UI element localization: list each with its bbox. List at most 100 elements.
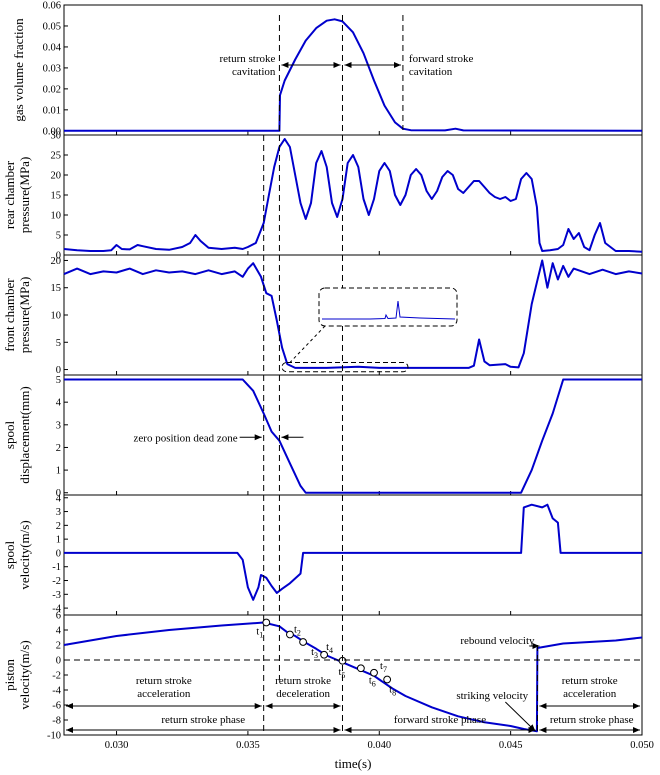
zoom-region-box: [281, 361, 409, 373]
marker-label-t5: t5: [338, 667, 345, 680]
y-tick-label: 20: [51, 256, 62, 267]
y-tick-label: 0.05: [43, 21, 61, 32]
label-return-phase: return stroke phase: [161, 714, 245, 726]
y-tick-label: 0.04: [43, 42, 62, 53]
y-tick-label: 0: [56, 656, 61, 667]
y-tick-label: 30: [51, 131, 62, 142]
y-tick-label: 0.01: [43, 105, 61, 116]
y-tick-label: -10: [47, 731, 61, 742]
series-line-gas: [64, 18, 643, 132]
y-tick-label: -4: [52, 604, 61, 615]
y-tick-label: -2: [52, 576, 61, 587]
y-axis-label: gas volume fraction: [11, 18, 26, 122]
panel-spool_vel: -4 -3 -2 -1 0 1 2 3 4 spoolvelocity(m/s): [2, 493, 643, 616]
panel-frame: [63, 4, 643, 136]
zoom-inset-line: [322, 300, 456, 320]
y-tick-label: 1: [56, 535, 61, 546]
y-tick-label: -2: [52, 671, 61, 682]
y-tick-label: 4: [56, 398, 62, 409]
y-tick-label: 2: [56, 641, 61, 652]
label-return-phase-2: return stroke phase: [550, 714, 634, 726]
label-forward-cavitation: forward stroke cavitation: [409, 53, 474, 78]
marker-t3: [299, 638, 307, 646]
y-tick-label: 0.06: [43, 1, 61, 12]
x-tick-label: 0.045: [499, 740, 523, 751]
x-tick-label: 0.040: [367, 740, 391, 751]
y-axis-label: spooldisplacement(mm): [2, 386, 32, 483]
marker-label-t2: t2: [294, 625, 301, 638]
y-axis-label: spoolvelocity(m/s): [2, 520, 32, 589]
label-return-acceleration: return stroke acceleration: [136, 675, 192, 700]
y-tick-label: 5: [56, 231, 61, 242]
x-tick-label: 0.050: [630, 740, 654, 751]
y-tick-label: -4: [52, 686, 61, 697]
y-tick-label: 3: [56, 507, 61, 518]
marker-t8: [383, 675, 392, 684]
y-tick-label: 0.00: [43, 126, 61, 137]
marker-label-t8: t8: [389, 685, 396, 698]
marker-t2: [286, 630, 294, 639]
marker-t4: [320, 650, 329, 659]
y-tick-label: 1: [56, 466, 61, 477]
label-return-deceleration: return stroke deceleration: [275, 675, 331, 700]
panel-piston_vel: -10 -8 -6 -4 -2 0 2 4 6 pistonvelocity(m/s) t1 t2 t3…: [2, 611, 643, 742]
label-return-cavitation: return stroke cavitation: [220, 53, 276, 78]
series-line-rear: [63, 138, 643, 253]
y-tick-label: 10: [51, 211, 62, 222]
y-tick-label: -1: [52, 562, 61, 573]
y-axis-label: front chamberpressure(MPa): [2, 277, 32, 354]
y-tick-label: 0.03: [43, 63, 61, 74]
panel-rear: 0 5 10 15 20 25 30 rear chamberpressure(MPa): [2, 131, 643, 262]
label-return-acceleration-2: return stroke acceleration: [562, 675, 618, 700]
zoom-inset-box: [318, 287, 458, 327]
x-tick-label: 0.035: [236, 740, 260, 751]
y-tick-label: 0: [56, 365, 61, 376]
y-tick-label: 20: [51, 171, 62, 182]
y-tick-label: 15: [51, 283, 62, 294]
y-tick-label: 2: [56, 521, 61, 532]
marker-t1: [262, 618, 271, 627]
y-tick-label: 5: [56, 338, 61, 349]
y-tick-label: 15: [51, 191, 62, 202]
marker-t6: [356, 664, 365, 673]
y-tick-label: 25: [51, 151, 62, 162]
y-tick-label: 0: [56, 251, 61, 262]
y-tick-label: -8: [52, 716, 61, 727]
y-tick-label: 0.02: [43, 84, 61, 95]
marker-label-t4: t4: [326, 642, 333, 655]
label-dead-zone: zero position dead zone: [134, 432, 238, 444]
y-axis-label: pistonvelocity(m/s): [2, 640, 32, 709]
panel-frame: [63, 494, 643, 616]
zoom-connector: [289, 325, 326, 363]
y-tick-label: 6: [56, 611, 61, 622]
marker-label-t1: t1: [256, 627, 263, 640]
y-tick-label: 0: [56, 488, 61, 499]
label-rebound-velocity: rebound velocity: [460, 635, 535, 647]
marker-label-t3: t3: [311, 647, 318, 660]
y-tick-label: 4: [56, 626, 62, 637]
x-axis-label: time(s): [335, 756, 372, 771]
series-line-spool_vel: [64, 503, 642, 601]
label-forward-phase: forward stroke phase: [394, 714, 486, 726]
x-tick-label: 0.030: [105, 740, 129, 751]
marker-label-t6: t6: [369, 675, 376, 688]
y-tick-label: -3: [52, 590, 61, 601]
marker-t7: [370, 668, 378, 677]
panel-frame: [63, 134, 643, 256]
y-tick-label: -6: [52, 701, 61, 712]
y-tick-label: 4: [56, 493, 62, 504]
panel-spool_disp: 0 1 2 3 4 5 spooldisplacement(mm): [2, 374, 643, 499]
panel-front: 0 5 10 15 20 front chamberpressure(MPa): [2, 254, 643, 376]
y-tick-label: 0: [56, 548, 61, 559]
y-tick-label: 2: [56, 443, 61, 454]
series-line-spool_disp: [64, 378, 642, 494]
series-line-front: [63, 259, 643, 369]
y-axis-label: rear chamberpressure(MPa): [2, 157, 32, 234]
y-tick-label: 10: [51, 311, 62, 322]
marker-label-t7: t7: [380, 661, 387, 674]
y-tick-label: 3: [56, 420, 61, 431]
y-tick-label: 5: [56, 375, 61, 386]
arrow-striking-velocity: [505, 701, 536, 732]
panel-gas: 0.00 0.01 0.02 0.03 0.04 0.05 0.06 gas volume f…: [11, 1, 643, 137]
